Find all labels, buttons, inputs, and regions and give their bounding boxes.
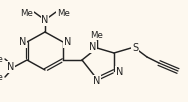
Text: N: N (64, 37, 71, 47)
Text: Me: Me (0, 73, 3, 81)
Text: N: N (7, 62, 14, 72)
Text: N: N (19, 37, 26, 47)
Text: N: N (41, 15, 49, 25)
Text: N: N (93, 76, 101, 86)
Text: S: S (132, 43, 138, 53)
Text: N: N (116, 67, 123, 77)
Text: Me: Me (91, 30, 103, 39)
Text: Me: Me (20, 8, 33, 18)
Text: Me: Me (57, 8, 70, 18)
Text: Me: Me (0, 54, 3, 64)
Text: N: N (89, 42, 96, 52)
